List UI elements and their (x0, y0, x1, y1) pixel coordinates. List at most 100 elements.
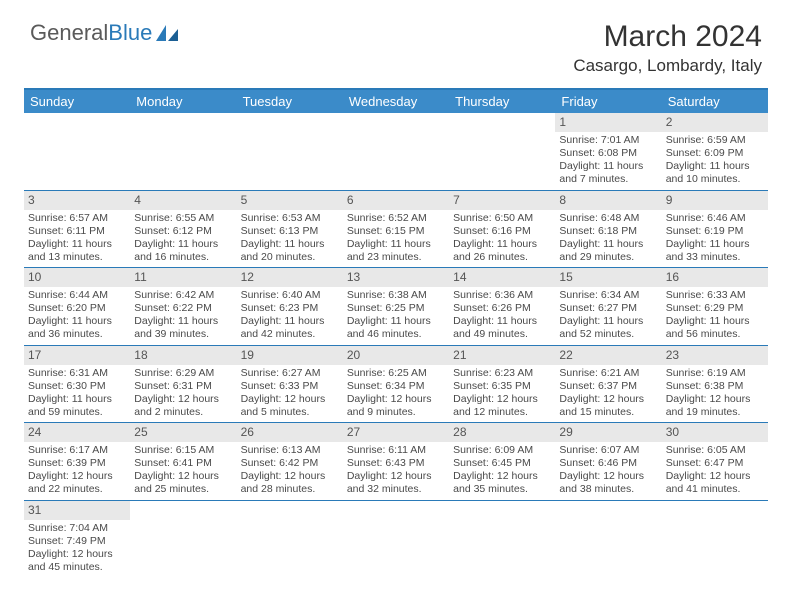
day-number: 9 (662, 191, 768, 210)
week-row: 24Sunrise: 6:17 AMSunset: 6:39 PMDayligh… (24, 423, 768, 501)
sunset-line: Sunset: 6:16 PM (453, 225, 551, 238)
day-cell: 11Sunrise: 6:42 AMSunset: 6:22 PMDayligh… (130, 268, 236, 345)
daylight-line-b: and 36 minutes. (28, 328, 126, 341)
logo-text-b: Blue (108, 20, 152, 46)
logo-text-a: General (30, 20, 108, 46)
day-number: 18 (130, 346, 236, 365)
sunset-line: Sunset: 6:13 PM (241, 225, 339, 238)
sunrise-line: Sunrise: 6:46 AM (666, 212, 764, 225)
day-cell: 14Sunrise: 6:36 AMSunset: 6:26 PMDayligh… (449, 268, 555, 345)
day-header-cell: Saturday (662, 90, 768, 113)
day-cell: 18Sunrise: 6:29 AMSunset: 6:31 PMDayligh… (130, 346, 236, 423)
daylight-line-b: and 19 minutes. (666, 406, 764, 419)
sunset-line: Sunset: 6:11 PM (28, 225, 126, 238)
day-header-cell: Wednesday (343, 90, 449, 113)
sunrise-line: Sunrise: 6:19 AM (666, 367, 764, 380)
day-cell: 23Sunrise: 6:19 AMSunset: 6:38 PMDayligh… (662, 346, 768, 423)
empty-cell (24, 113, 130, 190)
sunrise-line: Sunrise: 6:21 AM (559, 367, 657, 380)
daylight-line-b: and 15 minutes. (559, 406, 657, 419)
sunset-line: Sunset: 6:26 PM (453, 302, 551, 315)
daylight-line-a: Daylight: 11 hours (559, 160, 657, 173)
sunset-line: Sunset: 6:43 PM (347, 457, 445, 470)
sunrise-line: Sunrise: 6:05 AM (666, 444, 764, 457)
daylight-line-a: Daylight: 11 hours (241, 238, 339, 251)
sunrise-line: Sunrise: 7:01 AM (559, 134, 657, 147)
day-cell: 8Sunrise: 6:48 AMSunset: 6:18 PMDaylight… (555, 191, 661, 268)
day-number: 13 (343, 268, 449, 287)
daylight-line-a: Daylight: 11 hours (28, 393, 126, 406)
sunset-line: Sunset: 6:22 PM (134, 302, 232, 315)
sunset-line: Sunset: 6:29 PM (666, 302, 764, 315)
daylight-line-b: and 7 minutes. (559, 173, 657, 186)
logo: GeneralBlue (30, 20, 180, 46)
day-cell: 1Sunrise: 7:01 AMSunset: 6:08 PMDaylight… (555, 113, 661, 190)
daylight-line-b: and 45 minutes. (28, 561, 126, 574)
day-number: 10 (24, 268, 130, 287)
sunrise-line: Sunrise: 6:25 AM (347, 367, 445, 380)
daylight-line-b: and 20 minutes. (241, 251, 339, 264)
sunrise-line: Sunrise: 6:44 AM (28, 289, 126, 302)
day-number: 8 (555, 191, 661, 210)
sunrise-line: Sunrise: 6:23 AM (453, 367, 551, 380)
day-number: 15 (555, 268, 661, 287)
day-cell: 16Sunrise: 6:33 AMSunset: 6:29 PMDayligh… (662, 268, 768, 345)
day-number: 7 (449, 191, 555, 210)
daylight-line-b: and 12 minutes. (453, 406, 551, 419)
calendar: SundayMondayTuesdayWednesdayThursdayFrid… (24, 88, 768, 577)
day-cell: 5Sunrise: 6:53 AMSunset: 6:13 PMDaylight… (237, 191, 343, 268)
day-cell: 13Sunrise: 6:38 AMSunset: 6:25 PMDayligh… (343, 268, 449, 345)
sunrise-line: Sunrise: 6:50 AM (453, 212, 551, 225)
sunset-line: Sunset: 6:39 PM (28, 457, 126, 470)
daylight-line-b: and 32 minutes. (347, 483, 445, 496)
daylight-line-b: and 22 minutes. (28, 483, 126, 496)
sunset-line: Sunset: 6:27 PM (559, 302, 657, 315)
empty-cell (343, 501, 449, 578)
day-cell: 20Sunrise: 6:25 AMSunset: 6:34 PMDayligh… (343, 346, 449, 423)
sunrise-line: Sunrise: 6:31 AM (28, 367, 126, 380)
daylight-line-a: Daylight: 11 hours (666, 315, 764, 328)
empty-cell (237, 113, 343, 190)
sunrise-line: Sunrise: 6:11 AM (347, 444, 445, 457)
daylight-line-a: Daylight: 11 hours (134, 238, 232, 251)
day-number: 14 (449, 268, 555, 287)
sunset-line: Sunset: 6:42 PM (241, 457, 339, 470)
sunset-line: Sunset: 6:18 PM (559, 225, 657, 238)
sunrise-line: Sunrise: 6:13 AM (241, 444, 339, 457)
day-cell: 30Sunrise: 6:05 AMSunset: 6:47 PMDayligh… (662, 423, 768, 500)
day-cell: 4Sunrise: 6:55 AMSunset: 6:12 PMDaylight… (130, 191, 236, 268)
day-number: 1 (555, 113, 661, 132)
daylight-line-b: and 38 minutes. (559, 483, 657, 496)
sunrise-line: Sunrise: 6:07 AM (559, 444, 657, 457)
sunset-line: Sunset: 6:33 PM (241, 380, 339, 393)
day-cell: 6Sunrise: 6:52 AMSunset: 6:15 PMDaylight… (343, 191, 449, 268)
daylight-line-a: Daylight: 12 hours (134, 393, 232, 406)
sunset-line: Sunset: 6:09 PM (666, 147, 764, 160)
daylight-line-b: and 28 minutes. (241, 483, 339, 496)
empty-cell (130, 113, 236, 190)
day-number: 27 (343, 423, 449, 442)
day-cell: 22Sunrise: 6:21 AMSunset: 6:37 PMDayligh… (555, 346, 661, 423)
sunrise-line: Sunrise: 6:52 AM (347, 212, 445, 225)
day-cell: 2Sunrise: 6:59 AMSunset: 6:09 PMDaylight… (662, 113, 768, 190)
page-subtitle: Casargo, Lombardy, Italy (573, 56, 762, 76)
daylight-line-b: and 2 minutes. (134, 406, 232, 419)
logo-sail-icon (154, 23, 180, 43)
sunset-line: Sunset: 6:15 PM (347, 225, 445, 238)
daylight-line-a: Daylight: 12 hours (28, 470, 126, 483)
empty-cell (449, 501, 555, 578)
header: GeneralBlue March 2024 Casargo, Lombardy… (0, 0, 792, 82)
daylight-line-a: Daylight: 11 hours (28, 315, 126, 328)
daylight-line-b: and 33 minutes. (666, 251, 764, 264)
sunset-line: Sunset: 6:37 PM (559, 380, 657, 393)
daylight-line-a: Daylight: 12 hours (666, 393, 764, 406)
daylight-line-b: and 25 minutes. (134, 483, 232, 496)
daylight-line-b: and 59 minutes. (28, 406, 126, 419)
sunrise-line: Sunrise: 6:15 AM (134, 444, 232, 457)
sunrise-line: Sunrise: 6:36 AM (453, 289, 551, 302)
day-header-cell: Sunday (24, 90, 130, 113)
daylight-line-b: and 56 minutes. (666, 328, 764, 341)
daylight-line-a: Daylight: 11 hours (241, 315, 339, 328)
day-number: 23 (662, 346, 768, 365)
sunrise-line: Sunrise: 7:04 AM (28, 522, 126, 535)
